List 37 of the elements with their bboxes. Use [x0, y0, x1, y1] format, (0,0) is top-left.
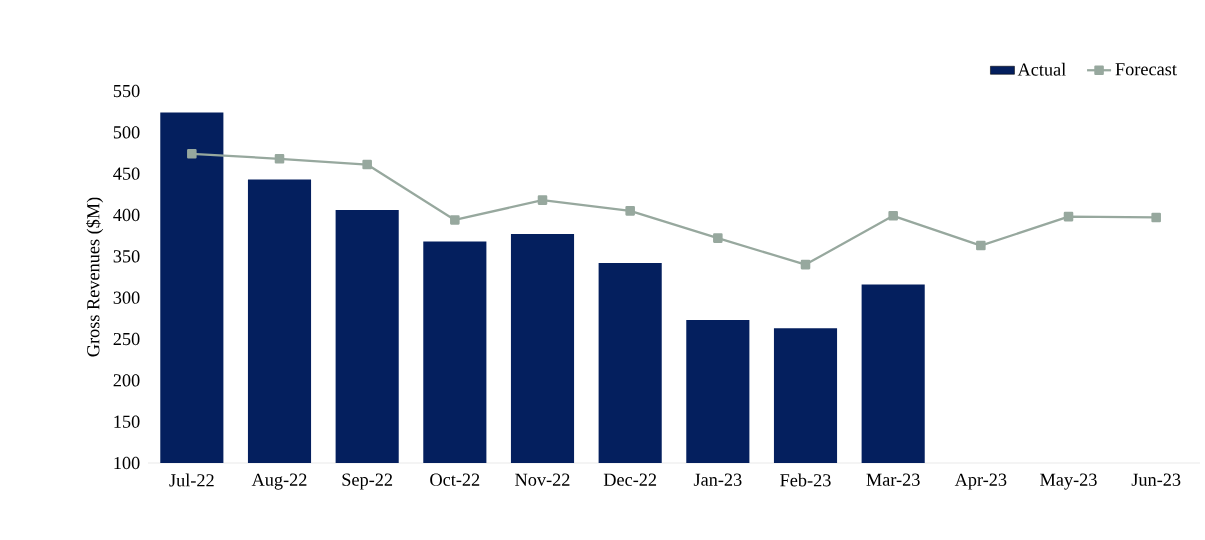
- x-tick-label: Jun-23: [1131, 473, 1181, 486]
- y-tick-label: 450: [113, 167, 140, 180]
- point: [800, 259, 811, 270]
- y-tick-label: 250: [113, 332, 140, 346]
- x-tick-label: Sep-22: [342, 473, 393, 490]
- point: [713, 233, 723, 243]
- x-tick-label: May-23: [1040, 473, 1097, 490]
- point: [625, 206, 635, 216]
- point: [362, 159, 372, 170]
- legend-label: Actual: [1017, 62, 1066, 76]
- x-tick-label: Mar-23: [866, 473, 920, 486]
- y-tick-label: 300: [113, 291, 140, 304]
- x-tick-label: Nov-22: [515, 473, 570, 486]
- y-tick-label: 100: [114, 456, 140, 470]
- point: [1063, 211, 1074, 222]
- point: [976, 240, 986, 251]
- y-tick-label: 400: [113, 208, 140, 222]
- y-tick-label: 550: [113, 84, 140, 98]
- y-axis-title: Gross Revenues ($M): [86, 197, 104, 357]
- point: [450, 215, 460, 225]
- point: [537, 195, 548, 205]
- point: [187, 149, 197, 159]
- x-tick-label: Aug-22: [251, 473, 307, 490]
- point: [274, 154, 285, 164]
- y-tick-label: 200: [113, 374, 140, 387]
- x-tick-label: Oct-22: [430, 473, 480, 486]
- x-tick-label: Jul-22: [169, 473, 214, 487]
- point: [1151, 212, 1161, 223]
- x-tick-label: Apr-23: [954, 473, 1007, 490]
- x-tick-label: Dec-22: [603, 473, 657, 486]
- y-tick-label: 150: [114, 415, 140, 428]
- legend-label: Forecast: [1115, 63, 1177, 76]
- x-tick-label: Feb-23: [780, 473, 831, 487]
- x-tick-label: Jan-23: [693, 473, 742, 486]
- y-tick-label: 500: [113, 126, 140, 139]
- point: [888, 211, 898, 221]
- y-tick-label: 350: [113, 250, 140, 263]
